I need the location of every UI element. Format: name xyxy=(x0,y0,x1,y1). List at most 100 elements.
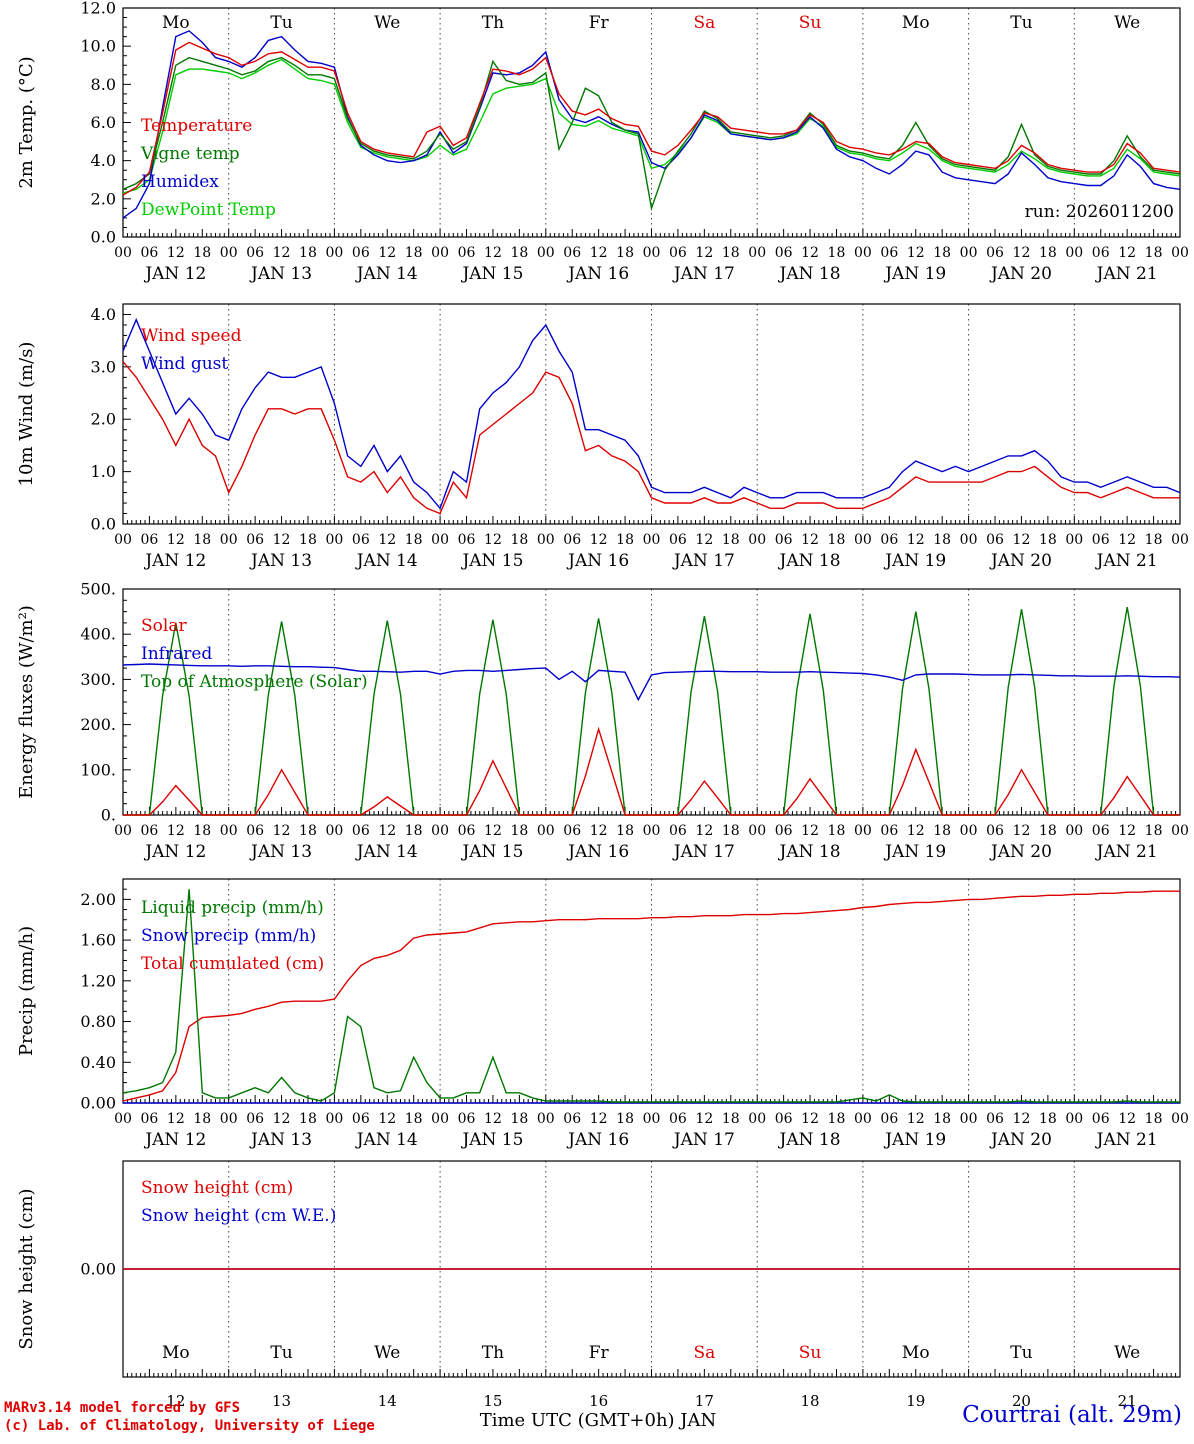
y-tick-label: 0.00 xyxy=(80,1094,116,1113)
hour-tick-label: 06 xyxy=(141,823,159,839)
date-label: JAN 13 xyxy=(249,264,312,284)
hour-tick-label: 00 xyxy=(854,532,872,548)
hour-tick-label: 06 xyxy=(880,823,898,839)
hour-tick-label: 00 xyxy=(748,245,766,261)
legend-snow-height-cm-w-e-: Snow height (cm W.E.) xyxy=(141,1206,336,1226)
run-label: run: 2026011200 xyxy=(1024,202,1174,222)
hour-tick-label: 06 xyxy=(669,823,687,839)
hour-tick-label: 18 xyxy=(616,245,634,261)
hour-tick-label: 06 xyxy=(563,1111,581,1127)
y-tick-label: 0.40 xyxy=(80,1053,116,1072)
day-number-label: 19 xyxy=(906,1392,925,1410)
weekday-label: Mo xyxy=(162,1343,190,1363)
hour-tick-label: 00 xyxy=(325,532,343,548)
hour-tick-label: 06 xyxy=(246,1111,264,1127)
hour-tick-label: 00 xyxy=(748,532,766,548)
y-tick-label: 100. xyxy=(80,760,116,779)
date-label: JAN 12 xyxy=(143,264,206,284)
hour-tick-label: 18 xyxy=(510,1111,528,1127)
hour-tick-label: 18 xyxy=(405,823,423,839)
station-label: Courtrai (alt. 29m) xyxy=(962,1402,1182,1428)
day-number-label: 14 xyxy=(378,1392,397,1410)
hour-tick-label: 12 xyxy=(1013,1111,1031,1127)
hour-tick-label: 12 xyxy=(695,245,713,261)
hour-tick-label: 12 xyxy=(378,823,396,839)
precip-panel: 0.00 0.40 0.80 1.20 1.60 2.00 00 06 12 18 00 06 12 18… xyxy=(16,878,1189,1150)
series-liquid-precip-mm-h- xyxy=(122,889,1180,1103)
model-credit-line1: MARv3.14 model forced by GFS xyxy=(4,1400,241,1416)
weekday-label: Mo xyxy=(902,13,930,33)
y-tick-label: 8.0 xyxy=(91,75,116,94)
hour-tick-label: 18 xyxy=(193,532,211,548)
hour-tick-label: 06 xyxy=(352,245,370,261)
hour-tick-label: 12 xyxy=(378,532,396,548)
y-tick-label: 0.00 xyxy=(80,1260,116,1279)
weekday-label: Su xyxy=(799,13,822,33)
date-label: JAN 14 xyxy=(355,842,418,862)
hour-tick-label: 12 xyxy=(907,1111,925,1127)
date-label: JAN 16 xyxy=(566,1130,629,1150)
hour-tick-label: 00 xyxy=(1065,823,1083,839)
date-label: JAN 21 xyxy=(1095,1130,1158,1150)
hour-tick-label: 00 xyxy=(854,823,872,839)
hour-tick-label: 12 xyxy=(1013,823,1031,839)
hour-tick-label: 12 xyxy=(1118,1111,1136,1127)
hour-tick-label: 18 xyxy=(722,823,740,839)
hour-tick-label: 18 xyxy=(299,1111,317,1127)
y-tick-label: 2.0 xyxy=(91,189,116,208)
legend-wind-speed: Wind speed xyxy=(141,326,242,346)
date-label: JAN 13 xyxy=(249,551,312,571)
date-label: JAN 12 xyxy=(143,842,206,862)
y-tick-label: 400. xyxy=(80,625,116,644)
hour-tick-label: 06 xyxy=(880,1111,898,1127)
date-label: JAN 20 xyxy=(989,842,1052,862)
hour-tick-label: 00 xyxy=(854,245,872,261)
hour-tick-label: 12 xyxy=(1013,532,1031,548)
hour-tick-label: 12 xyxy=(1013,245,1031,261)
hour-tick-label: 12 xyxy=(801,823,819,839)
series-dewpoint-temp xyxy=(122,58,1181,194)
hour-tick-label: 06 xyxy=(1092,823,1110,839)
hour-tick-label: 18 xyxy=(828,245,846,261)
y-axis-title: 10m Wind (m/s) xyxy=(16,342,37,487)
date-label: JAN 17 xyxy=(672,842,735,862)
weekday-label: We xyxy=(374,13,400,33)
hour-tick-label: 06 xyxy=(352,532,370,548)
flux-panel: 0. 100. 200. 300. 400. 500. 00 06 12 18 00 06 12 18 00… xyxy=(16,580,1189,863)
weekday-label: We xyxy=(1114,1343,1140,1363)
hour-tick-label: 00 xyxy=(114,245,132,261)
weekday-label: Fr xyxy=(589,1343,610,1363)
hour-tick-label: 00 xyxy=(537,1111,555,1127)
hour-tick-label: 12 xyxy=(273,1111,291,1127)
hour-tick-label: 00 xyxy=(643,1111,661,1127)
hour-tick-label: 12 xyxy=(167,823,185,839)
hour-tick-label: 18 xyxy=(722,245,740,261)
day-number-label: 15 xyxy=(483,1392,502,1410)
date-label: JAN 16 xyxy=(566,551,629,571)
hour-tick-label: 18 xyxy=(193,245,211,261)
hour-tick-label: 18 xyxy=(1145,532,1163,548)
time-axis-title: Time UTC (GMT+0h) JAN xyxy=(479,1410,717,1431)
hour-tick-label: 00 xyxy=(431,823,449,839)
date-label: JAN 15 xyxy=(460,842,523,862)
date-label: JAN 18 xyxy=(778,1130,841,1150)
hour-tick-label: 18 xyxy=(1039,1111,1057,1127)
hour-tick-label: 12 xyxy=(590,245,608,261)
hour-tick-label: 12 xyxy=(167,245,185,261)
hour-tick-label: 12 xyxy=(695,1111,713,1127)
day-number-label: 20 xyxy=(1012,1392,1031,1410)
model-credit-line2: (c) Lab. of Climatology, University of L… xyxy=(4,1418,375,1434)
weekday-label: Mo xyxy=(162,13,190,33)
date-label: JAN 19 xyxy=(883,551,946,571)
hour-tick-label: 00 xyxy=(537,245,555,261)
hour-tick-label: 06 xyxy=(1092,245,1110,261)
weekday-label: Tu xyxy=(270,13,292,33)
hour-tick-label: 06 xyxy=(141,245,159,261)
legend-top-of-atmosphere-solar-: Top of Atmosphere (Solar) xyxy=(141,672,368,692)
date-label: JAN 20 xyxy=(989,1130,1052,1150)
date-label: JAN 12 xyxy=(143,1130,206,1150)
weekday-label: We xyxy=(374,1343,400,1363)
hour-tick-label: 06 xyxy=(563,245,581,261)
legend-humidex: Humidex xyxy=(141,172,219,192)
